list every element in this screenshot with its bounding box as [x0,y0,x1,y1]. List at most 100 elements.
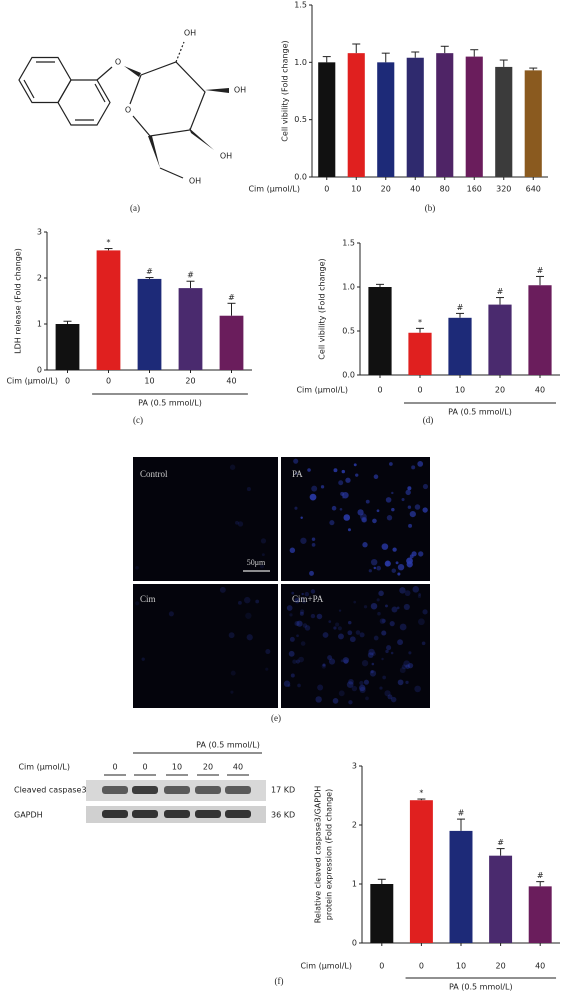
atom-label: OH [189,177,201,186]
x-tick-label: 0 [324,185,329,194]
bar [347,53,365,177]
nucleus [397,639,404,646]
x-tick-label: 10 [456,962,466,971]
x-tick-label: 10 [144,377,154,386]
nucleus [338,690,345,697]
bar [178,288,203,370]
x-tick-label: 0 [379,962,384,971]
axis-label: Cim (μmol/L) [18,763,70,772]
nucleus [359,632,365,638]
nucleus [295,659,300,664]
nucleus [391,491,394,495]
nucleus [422,507,428,513]
nucleus [292,659,297,664]
nucleus [302,623,308,628]
panel-label: (a) [130,203,140,213]
panel-label: (c) [133,415,143,425]
nucleus [339,507,343,511]
band [102,810,128,818]
y-axis-label: Relative cleaved caspase3/GAPDH [314,786,323,924]
bar [408,332,432,375]
nucleus [355,473,359,477]
nucleus [397,563,405,571]
panel-caption: Control [140,469,168,479]
nucleus [229,464,236,470]
significance-mark: # [537,266,544,275]
nucleus [399,587,406,594]
bar [465,56,483,177]
nucleus [335,622,340,627]
nucleus [338,480,344,486]
nucleus [342,496,345,499]
nucleus [377,611,381,616]
nucleus [417,618,425,626]
nucleus [414,504,421,510]
nucleus [283,680,291,687]
y-axis-label: LDH release (Fold change) [14,248,23,354]
bar [488,304,512,375]
nucleus [401,664,407,670]
nucleus [291,591,295,595]
atom-label: OH [184,29,196,38]
bar [495,66,513,177]
nucleus [414,685,421,693]
nucleus [359,684,366,692]
nucleus [370,602,378,610]
nucleus [246,634,253,641]
nucleus [379,618,386,624]
significance-mark: # [187,271,194,280]
nucleus [385,604,388,608]
nucleus [286,605,293,611]
band [164,786,190,794]
band [225,810,251,818]
nucleus [340,659,344,663]
x-tick-label: 40 [535,962,545,971]
micrograph [133,584,278,708]
nucleus [333,626,337,630]
nucleus [395,561,399,565]
nucleus [390,651,394,655]
significance-mark: # [497,287,504,296]
nucleus [418,551,424,557]
bar [524,70,542,177]
nucleus [300,537,307,544]
x-tick-label: 20 [185,377,195,386]
nucleus [311,485,318,492]
nucleus [371,662,375,666]
nucleus [289,613,293,617]
panel-caption: Cim [140,594,156,604]
nucleus [342,657,350,664]
nucleus [310,613,316,619]
nucleus [290,673,295,678]
nucleus [338,633,344,640]
nucleus [363,679,370,685]
nucleus [320,485,325,489]
nucleus [300,516,303,519]
nucleus [307,468,311,472]
nucleus [386,645,392,651]
nucleus [370,670,374,674]
nucleus [230,690,234,694]
nucleus [409,511,416,518]
nucleus [299,609,305,614]
nucleus [299,611,304,616]
nucleus [407,486,412,491]
panel-label: (b) [425,203,436,213]
x-axis-label: Cim (μmol/L) [296,386,348,395]
nucleus [409,554,414,559]
nucleus [237,600,242,605]
nucleus [300,597,304,600]
x-tick-label: 320 [496,185,511,194]
nucleus [372,518,377,524]
nucleus [387,694,393,700]
nucleus [381,657,384,661]
nucleus [401,498,405,502]
nucleus [391,507,395,512]
nucleus [265,649,271,655]
nucleus [255,599,260,604]
nucleus [351,685,358,692]
band [195,810,221,818]
y-tick-label: 3 [37,228,42,237]
nucleus [407,505,412,509]
lane-label: 10 [172,763,182,772]
